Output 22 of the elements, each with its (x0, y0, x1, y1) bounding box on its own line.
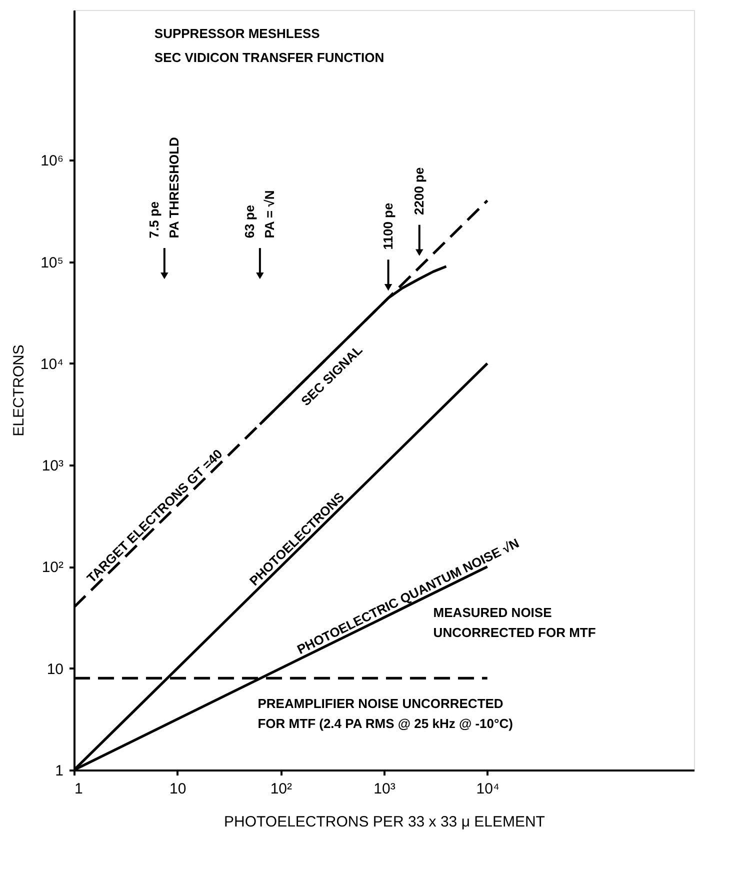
annotation: 1100 pe (380, 202, 396, 250)
y-tick-label: 10³ (42, 458, 64, 475)
annotation: 7.5 pe PA THRESHOLD (146, 137, 182, 238)
x-tick-label: 1 (74, 780, 83, 798)
y-tick-label: 10⁴ (40, 356, 64, 373)
x-tick-label: 10 (169, 780, 186, 798)
annotation: 2200 pe (411, 167, 426, 215)
y-tick-label: 1 (55, 762, 64, 780)
x-tick-label: 10² (270, 780, 292, 798)
text: SEC VIDICON TRANSFER FUNCTION (154, 50, 384, 65)
text: SUPPRESSOR MESHLESS (154, 26, 320, 41)
series-label: PREAMPLIFIER NOISE UNCORRECTED FOR MTF (2.4 PA RMS @ 25 kHz @ -10°C) (258, 696, 513, 732)
y-tick-label: 10 (46, 660, 64, 678)
y-tick-label: 10⁵ (40, 254, 64, 272)
annotation: MEASURED NOISE UNCORRECTED FOR MTF (433, 605, 596, 640)
x-tick-label: 10⁴ (476, 780, 500, 798)
y-tick-label: 10² (42, 559, 64, 576)
annotation: 63 pe PA = √N (242, 190, 277, 238)
y-tick-label: 10⁶ (40, 152, 64, 170)
y-axis-title: ELECTRONS (10, 344, 28, 436)
x-tick-label: 10³ (374, 780, 396, 798)
x-axis-title: PHOTOELECTRONS PER 33 x 33 μ ELEMENT (224, 814, 545, 830)
